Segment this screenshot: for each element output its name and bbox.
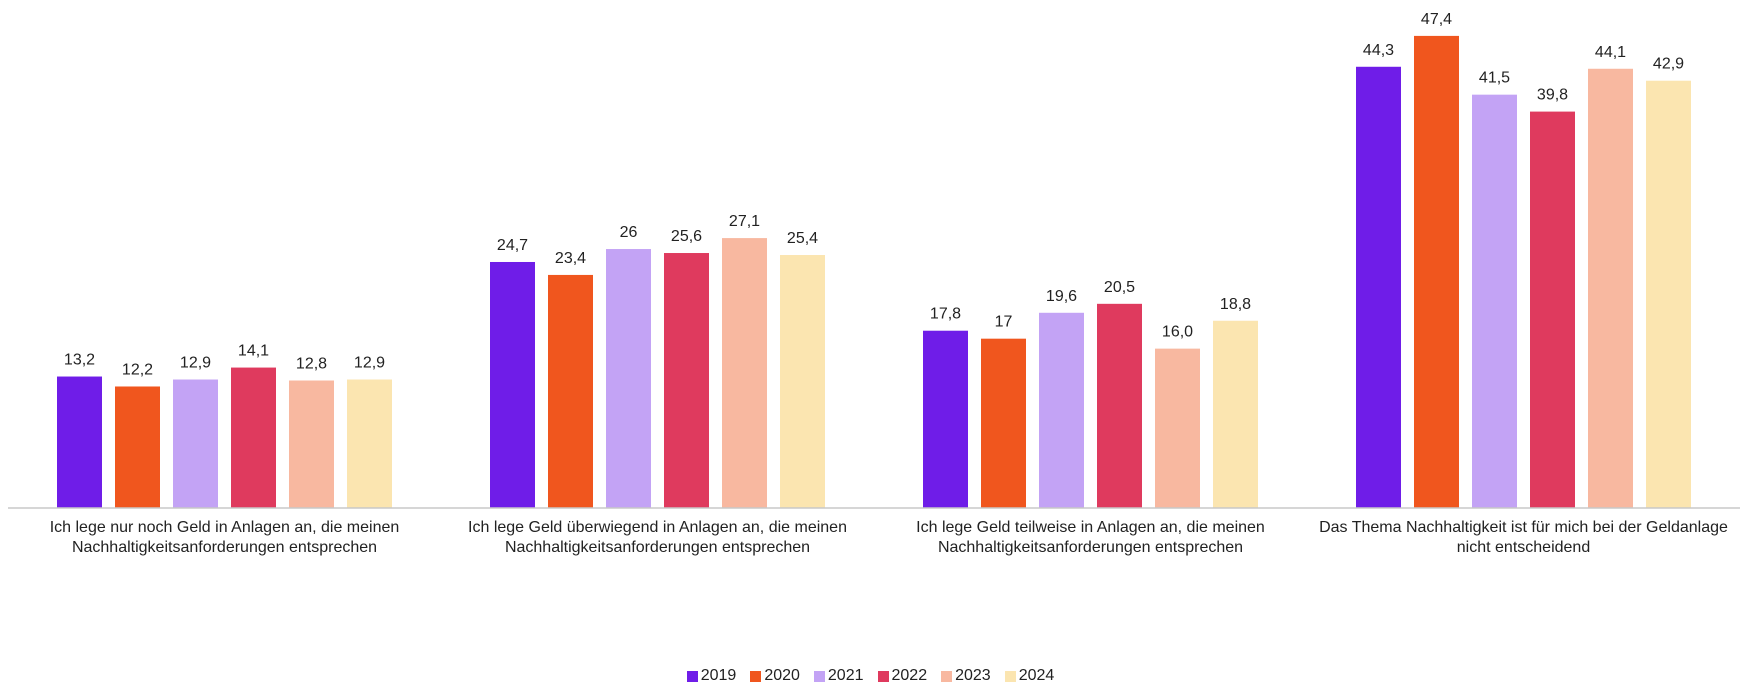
bar — [1414, 35, 1459, 509]
legend-item: 2019 — [686, 667, 737, 684]
bar — [1356, 66, 1401, 508]
legend-label: 2022 — [891, 667, 928, 684]
data-label: 12,2 — [122, 361, 153, 378]
bar — [231, 367, 276, 508]
legend: 2019 2020 2021 2022 2023 2024 — [0, 668, 1741, 684]
bar — [1530, 111, 1575, 508]
data-label: 25,4 — [787, 230, 818, 247]
data-label: 12,8 — [296, 356, 327, 373]
data-label: 12,9 — [354, 355, 385, 372]
legend-swatch — [750, 670, 762, 682]
data-label: 19,6 — [1046, 288, 1077, 305]
x-tick-label: Ich lege Geld teilweise in Anlagen an, d… — [916, 519, 1265, 556]
data-label: 20,5 — [1104, 279, 1135, 296]
data-label: 18,8 — [1220, 296, 1251, 313]
bar — [289, 380, 334, 508]
data-label: 16,0 — [1162, 324, 1193, 341]
legend-label: 2019 — [700, 667, 737, 684]
data-label: 26 — [620, 224, 638, 241]
legend-label: 2020 — [764, 667, 800, 684]
bar — [722, 238, 767, 509]
data-label: 25,6 — [671, 228, 702, 245]
bar — [490, 261, 535, 508]
legend-item: 2021 — [813, 667, 864, 684]
legend-item: 2023 — [941, 668, 991, 684]
legend-label: 2021 — [827, 667, 864, 684]
data-label: 39,8 — [1537, 87, 1568, 104]
data-label: 23,4 — [555, 250, 586, 267]
data-label: 24,7 — [497, 237, 528, 254]
bar — [1213, 320, 1258, 508]
legend-swatch — [1004, 670, 1016, 682]
bar — [548, 274, 593, 508]
bar — [57, 376, 102, 508]
legend-swatch — [813, 670, 825, 682]
data-label: 42,9 — [1653, 56, 1684, 73]
bar — [780, 255, 825, 508]
bar — [606, 249, 651, 509]
x-tick-label: Das Thema Nachhaltigkeit ist für mich be… — [1319, 519, 1728, 556]
legend-swatch — [941, 670, 953, 682]
bar — [1646, 80, 1691, 508]
data-label: 13,2 — [64, 352, 95, 369]
data-label: 17,8 — [930, 306, 961, 323]
data-label: 44,1 — [1595, 44, 1626, 61]
legend-swatch — [686, 670, 698, 682]
data-label: 27,1 — [729, 213, 760, 230]
data-label: 17 — [995, 314, 1013, 331]
bar — [923, 330, 968, 508]
data-label: 47,4 — [1421, 11, 1452, 28]
bar — [981, 338, 1026, 508]
legend-item: 2022 — [877, 667, 928, 684]
bar — [347, 379, 392, 508]
legend-swatch — [877, 670, 889, 682]
legend-item: 2024 — [1004, 667, 1055, 684]
bar — [1588, 68, 1633, 508]
bar — [1155, 348, 1200, 508]
x-tick-label: Ich lege Geld überwiegend in Anlagen an,… — [468, 519, 847, 556]
bar — [1097, 303, 1142, 508]
data-label: 14,1 — [238, 343, 269, 360]
bar — [115, 386, 160, 508]
bar — [173, 379, 218, 508]
x-tick-label: Ich lege nur noch Geld in Anlagen an, di… — [49, 519, 400, 556]
legend-item: 2020 — [750, 668, 800, 684]
data-label: 41,5 — [1479, 70, 1510, 87]
legend-label: 2023 — [955, 667, 991, 684]
data-label: 12,9 — [180, 355, 211, 372]
bar — [1472, 94, 1517, 508]
bar — [1039, 312, 1084, 508]
legend-label: 2024 — [1018, 667, 1055, 684]
data-label: 44,3 — [1363, 42, 1394, 59]
bar — [664, 253, 709, 508]
